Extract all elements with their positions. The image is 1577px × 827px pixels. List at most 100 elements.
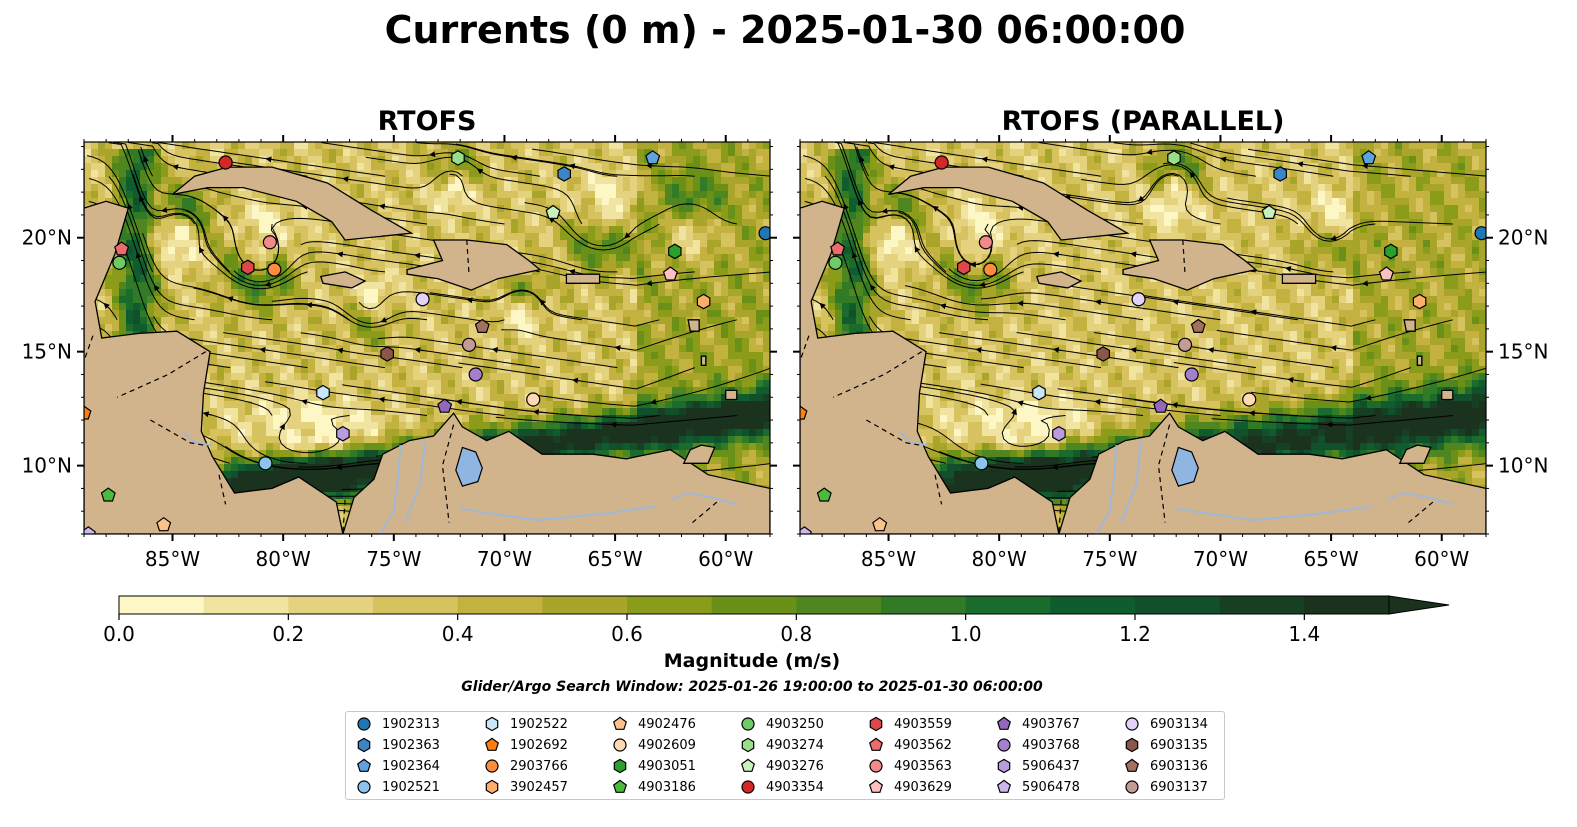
colorbar-bin (1219, 596, 1305, 614)
float-4903767-marker (437, 398, 453, 413)
legend-marker-icon (1125, 737, 1139, 753)
map-frame (799, 141, 1487, 535)
float-4903562-marker (114, 241, 130, 256)
colorbar-bin (457, 596, 543, 614)
legend-item-4902609: 4902609 (612, 735, 696, 755)
colorbar-tick-label: 1.0 (950, 622, 982, 646)
legend-marker-icon (612, 779, 628, 793)
float-6903134-marker (1131, 292, 1146, 307)
legend-item-4903563: 4903563 (868, 756, 952, 776)
float-6903135-marker (380, 346, 394, 362)
float-5906478-marker (800, 526, 812, 534)
river (898, 430, 929, 447)
lon-tick-label: 85°W (861, 547, 916, 571)
axis-ticks: 85°W 80°W 75°W 70°W 65°W 60°W 10°N 15°N 20°N (22, 135, 777, 571)
float-4903629-marker (662, 266, 678, 281)
colorbar-bin (119, 596, 205, 614)
country-border (116, 351, 207, 398)
float-1902521-marker (258, 456, 273, 471)
legend-label: 4902476 (638, 716, 696, 732)
legend-label: 5906478 (1022, 779, 1080, 795)
river (182, 430, 213, 447)
legend-label: 4903274 (766, 737, 824, 753)
float-1902364-marker (1361, 150, 1377, 165)
legend-item-4903629: 4903629 (868, 777, 952, 797)
float-4902609-marker (1242, 392, 1257, 407)
legend-label: 4903354 (766, 779, 824, 795)
lon-tick-label: 60°W (698, 547, 753, 571)
legend-label: 3902457 (510, 779, 568, 795)
colorbar-bin (796, 596, 882, 614)
river (1095, 445, 1118, 534)
legend-label: 4903563 (894, 758, 952, 774)
legend-label: 6903137 (1150, 779, 1208, 795)
legend-label: 4903186 (638, 779, 696, 795)
legend-label: 4903629 (894, 779, 952, 795)
float-4903186-marker (100, 487, 116, 502)
float-4903276-marker (545, 204, 561, 219)
river (379, 445, 402, 534)
float-1902522-marker (316, 384, 330, 401)
legend-marker-icon (1125, 780, 1139, 794)
float-4903051-marker (668, 243, 682, 260)
legend-label: 4902609 (638, 737, 696, 753)
legend-marker-icon (613, 738, 627, 752)
legend-item-4903768: 4903768 (996, 735, 1080, 755)
colorbar-bin (711, 596, 797, 614)
legend-marker-icon (868, 779, 884, 793)
colorbar-tick-label: 0.6 (611, 622, 643, 646)
legend-marker-icon (1124, 758, 1140, 772)
colorbar-bin (542, 596, 628, 614)
lat-tick-label: 20°N (1498, 226, 1548, 250)
legend-item-4902476: 4902476 (612, 714, 696, 734)
legend-marker-icon (740, 758, 756, 772)
legend-label: 4903767 (1022, 716, 1080, 732)
lon-tick-label: 80°W (256, 547, 311, 571)
float-4903250-marker (112, 255, 127, 270)
float-markers (84, 150, 770, 534)
float-4903563-marker (978, 235, 993, 250)
river (1176, 505, 1372, 522)
legend-label: 4903250 (766, 716, 824, 732)
float-5906437-marker (1052, 425, 1066, 442)
float-4902476-marker (156, 516, 172, 532)
legend-label: 5906437 (1022, 758, 1080, 774)
legend-item-6903137: 6903137 (1124, 777, 1208, 797)
country-border (342, 499, 346, 534)
legend-marker-icon (868, 737, 884, 751)
country-border (466, 239, 470, 275)
float-4903559-marker (241, 259, 255, 276)
float-4903250-marker (828, 255, 843, 270)
legend-item-1902692: 1902692 (484, 735, 568, 755)
float-4903768-marker (468, 367, 483, 382)
legend-item-1902522: 1902522 (484, 714, 568, 734)
colorbar-bin (1304, 596, 1390, 614)
float-4903274-marker (451, 150, 465, 166)
legend-item-4903051: 4903051 (612, 756, 696, 776)
search-window-note: Glider/Argo Search Window: 2025-01-26 19… (461, 679, 1043, 695)
map-panel-rtofs: 85°W 80°W 75°W 70°W 65°W 60°W 10°N 15°N 20°N (22, 135, 777, 571)
legend-marker-icon (997, 738, 1011, 752)
country-border (84, 335, 94, 362)
legend-item-5906437: 5906437 (996, 756, 1080, 776)
colorbar-bin (373, 596, 459, 614)
colorbar-bin (627, 596, 713, 614)
float-4903767-marker (1153, 398, 1169, 413)
colorbar-label: Magnitude (m/s) (663, 650, 841, 672)
legend-label: 1902313 (382, 716, 440, 732)
river (670, 491, 738, 506)
legend-label: 6903135 (1150, 737, 1208, 753)
legend-item-1902521: 1902521 (356, 777, 440, 797)
legend-label: 2903766 (510, 758, 568, 774)
float-1902313-marker (1474, 226, 1486, 241)
float-1902692-marker (84, 405, 92, 420)
legend-marker-icon (613, 758, 627, 774)
legend-label: 1902363 (382, 737, 440, 753)
legend-marker-icon (996, 716, 1012, 730)
lat-tick-label: 10°N (1498, 454, 1548, 478)
legend-item-4903186: 4903186 (612, 777, 696, 797)
legend-label: 4903276 (766, 758, 824, 774)
lake-maracaibo (1171, 446, 1199, 487)
colorbar-tick-label: 0.4 (442, 622, 474, 646)
river (1386, 491, 1454, 506)
